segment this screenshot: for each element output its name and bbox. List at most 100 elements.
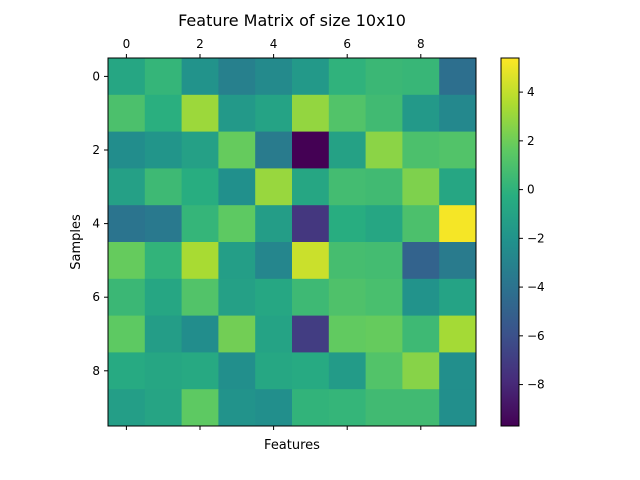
heatmap-cell-r0-c4 xyxy=(255,58,293,96)
heatmap-cell-r4-c3 xyxy=(218,205,256,243)
heatmap-cell-r5-c3 xyxy=(218,242,256,280)
heatmap-cell-r2-c9 xyxy=(439,131,477,169)
heatmap-cell-r9-c6 xyxy=(328,389,366,427)
heatmap-cell-r5-c4 xyxy=(255,242,293,280)
colorbar-tick-label: −4 xyxy=(527,280,545,294)
heatmap-cell-r6-c0 xyxy=(108,278,146,316)
x-tick-label: 2 xyxy=(196,37,204,51)
heatmap-cell-r1-c8 xyxy=(402,94,440,132)
heatmap-cell-r4-c7 xyxy=(365,205,403,243)
heatmap-cell-r6-c7 xyxy=(365,278,403,316)
heatmap-cell-r9-c5 xyxy=(292,389,330,427)
heatmap-cell-r7-c5 xyxy=(292,315,330,353)
x-ticks: 0 2 4 6 8 xyxy=(123,37,425,430)
heatmap-cell-r8-c3 xyxy=(218,352,256,390)
heatmap-cell-r0-c5 xyxy=(292,58,330,96)
heatmap-cell-r8-c7 xyxy=(365,352,403,390)
heatmap-cell-r1-c7 xyxy=(365,94,403,132)
heatmap-cell-r4-c6 xyxy=(328,205,366,243)
heatmap-cell-r4-c8 xyxy=(402,205,440,243)
heatmap-cell-r8-c8 xyxy=(402,352,440,390)
heatmap-cell-r3-c8 xyxy=(402,168,440,206)
y-tick-label: 2 xyxy=(92,143,100,157)
heatmap-cell-r0-c6 xyxy=(328,58,366,96)
heatmap-cell-r1-c4 xyxy=(255,94,293,132)
heatmap-cell-r0-c3 xyxy=(218,58,256,96)
heatmap-cell-r6-c9 xyxy=(439,278,477,316)
heatmap-cell-r7-c0 xyxy=(108,315,146,353)
heatmap-cell-r7-c2 xyxy=(181,315,219,353)
heatmap-cell-r2-c0 xyxy=(108,131,146,169)
heatmap-cell-r8-c5 xyxy=(292,352,330,390)
heatmap-cell-r8-c9 xyxy=(439,352,477,390)
heatmap-cell-r6-c1 xyxy=(144,278,182,316)
heatmap-cell-r2-c2 xyxy=(181,131,219,169)
heatmap-cell-r8-c4 xyxy=(255,352,293,390)
heatmap-cell-r2-c3 xyxy=(218,131,256,169)
heatmap-cell-r3-c3 xyxy=(218,168,256,206)
x-tick-label: 6 xyxy=(343,37,351,51)
colorbar-tick-label: 2 xyxy=(527,134,535,148)
colorbar-tick-label: −2 xyxy=(527,231,545,245)
colorbar-tick-label: 0 xyxy=(527,183,535,197)
y-ticks: 0 2 4 6 8 xyxy=(92,69,108,378)
heatmap-cell-r0-c2 xyxy=(181,58,219,96)
heatmap-cell-r1-c3 xyxy=(218,94,256,132)
heatmap-cell-r4-c0 xyxy=(108,205,146,243)
heatmap-cell-r2-c8 xyxy=(402,131,440,169)
heatmap-cell-r0-c7 xyxy=(365,58,403,96)
heatmap-cell-r7-c6 xyxy=(328,315,366,353)
plot-frame xyxy=(107,57,477,427)
heatmap-cell-r1-c9 xyxy=(439,94,477,132)
heatmap-cell-r2-c5 xyxy=(292,131,330,169)
heatmap-cell-r5-c8 xyxy=(402,242,440,280)
heatmap-cell-r3-c7 xyxy=(365,168,403,206)
heatmap-cell-r3-c4 xyxy=(255,168,293,206)
heatmap-cell-r4-c1 xyxy=(144,205,182,243)
heatmap-cell-r1-c2 xyxy=(181,94,219,132)
y-axis-label: Samples xyxy=(69,214,84,270)
heatmap-cell-r3-c2 xyxy=(181,168,219,206)
chart-title: Feature Matrix of size 10x10 xyxy=(178,11,406,30)
y-tick-label: 8 xyxy=(92,364,100,378)
heatmap-cell-r9-c1 xyxy=(144,389,182,427)
heatmap-cell-r0-c1 xyxy=(144,58,182,96)
heatmap-cell-r9-c2 xyxy=(181,389,219,427)
heatmap-cell-r1-c0 xyxy=(108,94,146,132)
heatmap-cell-r8-c6 xyxy=(328,352,366,390)
heatmap-cell-r7-c7 xyxy=(365,315,403,353)
heatmap-cell-r3-c6 xyxy=(328,168,366,206)
heatmap-cell-r7-c8 xyxy=(402,315,440,353)
x-tick-label: 0 xyxy=(123,37,131,51)
heatmap-cell-r5-c5 xyxy=(292,242,330,280)
heatmap-cell-r6-c5 xyxy=(292,278,330,316)
heatmap-cell-r7-c1 xyxy=(144,315,182,353)
heatmap-cell-r5-c2 xyxy=(181,242,219,280)
heatmap-cell-r1-c1 xyxy=(144,94,182,132)
heatmap-cell-r9-c7 xyxy=(365,389,403,427)
heatmap-cell-r9-c9 xyxy=(439,389,477,427)
heatmap-cell-r2-c1 xyxy=(144,131,182,169)
heatmap-cell-r9-c4 xyxy=(255,389,293,427)
x-tick-label: 4 xyxy=(270,37,278,51)
heatmap-cell-r5-c0 xyxy=(108,242,146,280)
colorbar xyxy=(500,57,520,427)
heatmap-cell-r9-c3 xyxy=(218,389,256,427)
heatmap-cell-r2-c7 xyxy=(365,131,403,169)
heatmap-cell-r7-c4 xyxy=(255,315,293,353)
heatmap-cell-r6-c6 xyxy=(328,278,366,316)
x-axis-label: Features xyxy=(264,438,320,453)
colorbar-tick-label: −6 xyxy=(527,329,545,343)
heatmap-cell-r5-c6 xyxy=(328,242,366,280)
y-tick-label: 6 xyxy=(92,290,100,304)
colorbar-ticks: 4 2 0 −2 −4 −6 −8 xyxy=(519,85,545,392)
heatmap-cells xyxy=(108,58,477,427)
heatmap-cell-r8-c0 xyxy=(108,352,146,390)
heatmap-cell-r3-c5 xyxy=(292,168,330,206)
colorbar-tick-label: 4 xyxy=(527,85,535,99)
heatmap-cell-r0-c0 xyxy=(108,58,146,96)
heatmap-cell-r4-c2 xyxy=(181,205,219,243)
heatmap-cell-r2-c4 xyxy=(255,131,293,169)
heatmap-cell-r4-c5 xyxy=(292,205,330,243)
